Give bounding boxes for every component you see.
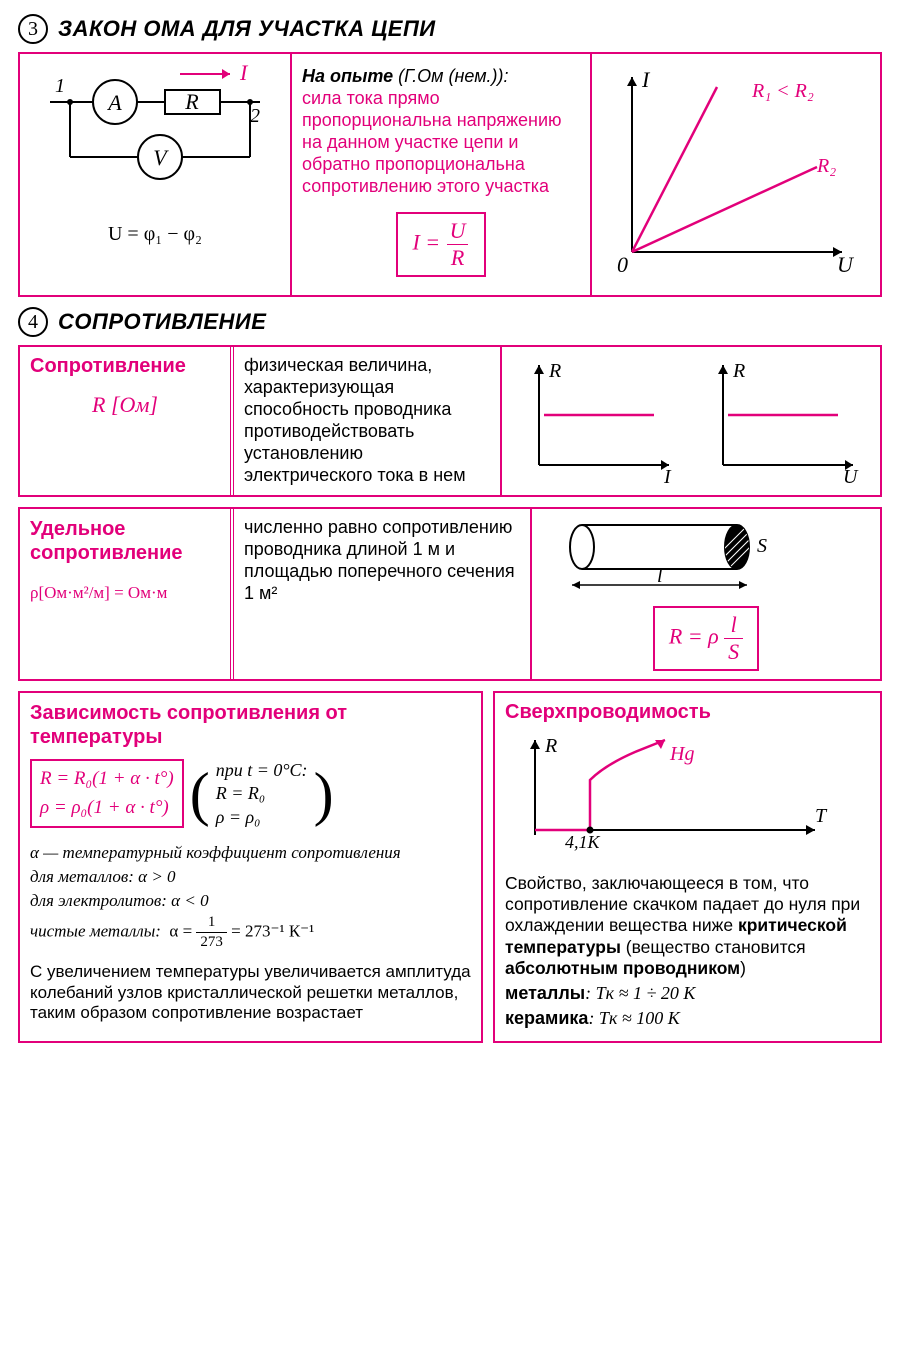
desc-title: На опыте: [302, 66, 393, 86]
resistivity-unit: ρ[Ом·м²/м] = Ом·м: [30, 583, 220, 603]
resistance-panel: Сопротивление R [Ом] физическая величина…: [18, 345, 882, 497]
bottom-row: Зависимость сопротивления от температуры…: [18, 691, 882, 1054]
ohms-law-panel: 1 2 A R I V U = φ₁ − φ₂ На опыте (Г.Ом (…: [18, 52, 882, 297]
resistivity-term: Удельное сопротивление: [30, 517, 220, 565]
y-axis-label: I: [641, 67, 651, 92]
temp-dep-conditions: при t = 0°C: R = R₀ ρ = ρ₀: [216, 759, 308, 829]
svg-text:R: R: [548, 360, 561, 382]
resistivity-panel: Удельное сопротивление ρ[Ом·м²/м] = Ом·м…: [18, 507, 882, 681]
resistance-term: Сопротивление: [30, 355, 220, 378]
ohms-law-graph-cell: I U 0 R₁ < R₂ R₂: [590, 54, 880, 295]
pure-metals-alpha: чистые металлы: α = 1273 = 273⁻¹ К⁻¹: [30, 915, 471, 950]
alpha-definition: α — температурный коэффициент сопротивле…: [30, 843, 471, 863]
supercond-metals: металлы: Tк ≈ 1 ÷ 20 К: [505, 983, 870, 1004]
ammeter-label: A: [106, 90, 122, 115]
svg-text:Hg: Hg: [669, 743, 694, 765]
r1-line-label: R₁ < R₂: [751, 80, 814, 102]
resistivity-formula: R = ρ lS: [653, 606, 759, 671]
r-vs-i-graph: R I: [519, 355, 679, 485]
resistivity-term-cell: Удельное сопротивление ρ[Ом·м²/м] = Ом·м: [20, 509, 230, 679]
supercond-title: Сверхпроводимость: [505, 701, 870, 724]
circuit-diagram: 1 2 A R I V: [30, 62, 280, 212]
potential-formula: U = φ₁ − φ₂: [30, 223, 280, 246]
section-3-header: 3 ЗАКОН ОМА ДЛЯ УЧАСТКА ЦЕПИ: [18, 14, 882, 44]
node-2-label: 2: [250, 105, 260, 127]
desc-body: сила тока прямо пропорциональна напряжен…: [302, 88, 562, 196]
temp-dep-note: С увеличением температуры увеличивается …: [30, 962, 471, 1024]
resistivity-desc: численно равно сопротивлению проводника …: [230, 509, 530, 679]
section-title-4: СОПРОТИВЛЕНИЕ: [58, 309, 266, 335]
resistance-desc: физическая величина, характеризующая спо…: [230, 347, 500, 495]
resistance-term-cell: Сопротивление R [Ом]: [20, 347, 230, 495]
electrolytes-alpha: для электролитов: α < 0: [30, 891, 471, 911]
supercond-body: Свойство, заключающееся в том, что сопро…: [505, 873, 870, 980]
temp-dependence-panel: Зависимость сопротивления от температуры…: [18, 691, 483, 1044]
resistance-graphs-cell: R I R U: [500, 347, 880, 495]
r-vs-u-graph: R U: [703, 355, 863, 485]
origin-label: 0: [617, 252, 628, 277]
svg-text:4,1K: 4,1K: [565, 832, 601, 852]
temp-dep-formula-box: R = R₀(1 + α · t°) ρ = ρ₀(1 + α · t°): [30, 759, 184, 828]
section-number-4: 4: [18, 307, 48, 337]
supercond-ceramics: керамика: Tк ≈ 100 К: [505, 1008, 870, 1029]
ohms-law-desc-cell: На опыте (Г.Ом (нем.)): сила тока прямо …: [290, 54, 590, 295]
svg-text:I: I: [663, 466, 672, 485]
node-1-label: 1: [55, 75, 65, 97]
section-number-3: 3: [18, 14, 48, 44]
resistance-symbol: R [Ом]: [30, 392, 220, 418]
svg-text:l: l: [657, 565, 663, 587]
desc-source: (Г.Ом (нем.)):: [398, 66, 508, 86]
svg-text:U: U: [843, 466, 859, 485]
circuit-cell: 1 2 A R I V U = φ₁ − φ₂: [20, 54, 290, 295]
resistivity-figure-cell: S l R = ρ lS: [530, 509, 880, 679]
svg-text:R: R: [732, 360, 745, 382]
cylinder-diagram: S l: [542, 517, 782, 597]
r2-line-label: R₂: [816, 155, 836, 177]
section-4-header: 4 СОПРОТИВЛЕНИЕ: [18, 307, 882, 337]
section-title-3: ЗАКОН ОМА ДЛЯ УЧАСТКА ЦЕПИ: [58, 16, 436, 42]
svg-text:R: R: [544, 735, 557, 757]
ohms-law-formula: I = UR: [396, 212, 485, 277]
iv-graph: I U 0 R₁ < R₂ R₂: [602, 62, 862, 282]
ohms-law-text: На опыте (Г.Ом (нем.)): сила тока прямо …: [302, 66, 580, 198]
supercond-graph: R T 4,1K Hg: [505, 730, 835, 860]
x-axis-label: U: [837, 252, 855, 277]
svg-text:T: T: [815, 805, 828, 827]
current-label: I: [239, 62, 249, 85]
temp-dep-title: Зависимость сопротивления от температуры: [30, 701, 471, 749]
metals-alpha: для металлов: α > 0: [30, 867, 471, 887]
resistor-label: R: [184, 89, 199, 114]
svg-text:S: S: [757, 535, 767, 557]
superconductivity-panel: Сверхпроводимость R T 4,1K Hg Свойство, …: [493, 691, 882, 1044]
